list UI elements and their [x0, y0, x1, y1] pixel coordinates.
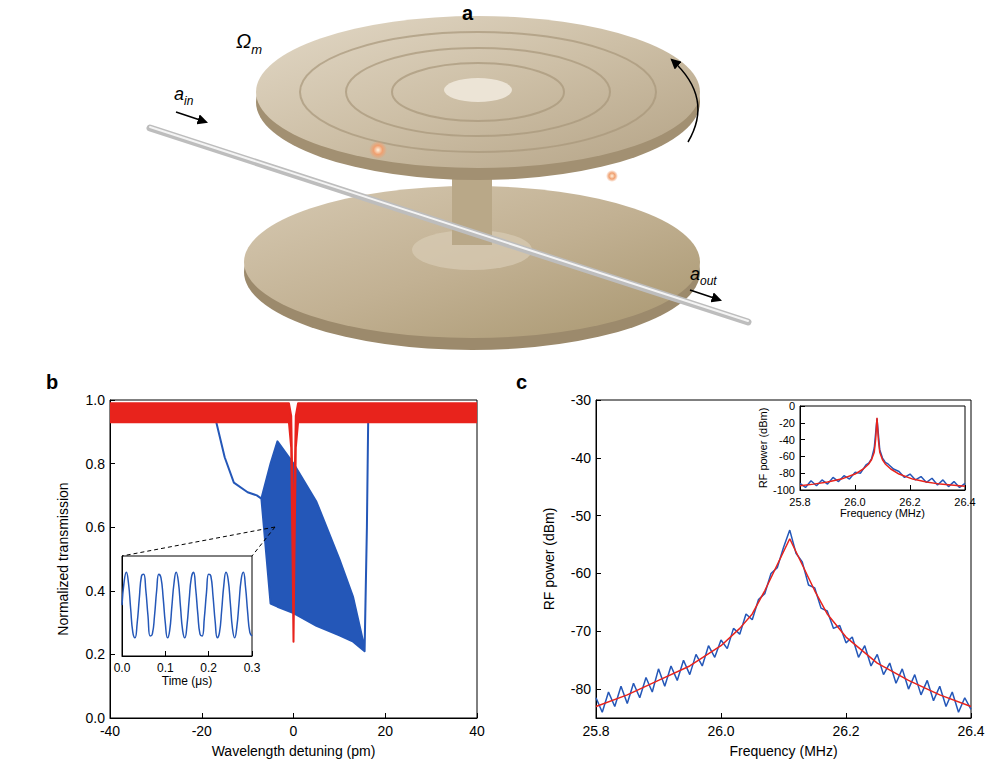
svg-text:RF power (dBm): RF power (dBm)	[541, 508, 557, 611]
svg-text:-80: -80	[779, 467, 795, 479]
svg-text:ain: ain	[174, 84, 194, 108]
svg-text:-40: -40	[571, 450, 591, 466]
svg-text:-40: -40	[100, 723, 120, 739]
svg-text:-60: -60	[779, 450, 795, 462]
svg-text:0.1: 0.1	[157, 661, 174, 675]
svg-text:-100: -100	[773, 484, 795, 496]
svg-text:0.2: 0.2	[86, 646, 106, 662]
svg-text:-70: -70	[571, 623, 591, 639]
svg-text:26.2: 26.2	[832, 723, 859, 739]
svg-text:26.4: 26.4	[957, 723, 984, 739]
svg-text:0.3: 0.3	[244, 661, 261, 675]
svg-text:0.0: 0.0	[85, 710, 105, 726]
svg-text:40: 40	[469, 723, 485, 739]
svg-text:Wavelength detuning (pm): Wavelength detuning (pm)	[212, 743, 376, 759]
svg-text:Ωm: Ωm	[236, 30, 262, 57]
svg-text:0.2: 0.2	[200, 661, 217, 675]
svg-text:26.2: 26.2	[899, 496, 920, 508]
svg-text:0: 0	[789, 400, 795, 412]
svg-text:0: 0	[290, 723, 298, 739]
svg-text:-50: -50	[571, 508, 591, 524]
svg-text:26.4: 26.4	[954, 496, 975, 508]
svg-text:26.0: 26.0	[707, 723, 734, 739]
svg-text:20: 20	[377, 723, 393, 739]
svg-text:1.0: 1.0	[86, 392, 106, 408]
svg-text:Frequency (MHz): Frequency (MHz)	[840, 507, 925, 519]
svg-text:-20: -20	[779, 417, 795, 429]
svg-text:a: a	[462, 2, 474, 24]
svg-text:aout: aout	[690, 264, 717, 288]
svg-text:0.4: 0.4	[86, 583, 106, 599]
svg-text:Time (μs): Time (μs)	[162, 674, 212, 688]
svg-text:RF power (dBm): RF power (dBm)	[757, 408, 769, 489]
svg-text:-80: -80	[571, 681, 591, 697]
svg-text:Frequency (MHz): Frequency (MHz)	[729, 743, 837, 759]
svg-text:0.6: 0.6	[86, 519, 106, 535]
svg-text:b: b	[46, 371, 58, 393]
svg-text:-60: -60	[571, 565, 591, 581]
svg-text:25.8: 25.8	[789, 496, 810, 508]
svg-text:25.8: 25.8	[582, 723, 609, 739]
svg-text:0.0: 0.0	[114, 661, 131, 675]
svg-text:26.0: 26.0	[844, 496, 865, 508]
svg-text:Normalized transmission: Normalized transmission	[55, 482, 71, 635]
svg-text:-30: -30	[571, 392, 591, 408]
svg-text:-40: -40	[779, 434, 795, 446]
svg-text:-20: -20	[192, 723, 212, 739]
svg-text:c: c	[516, 371, 527, 393]
svg-text:0.8: 0.8	[86, 456, 106, 472]
